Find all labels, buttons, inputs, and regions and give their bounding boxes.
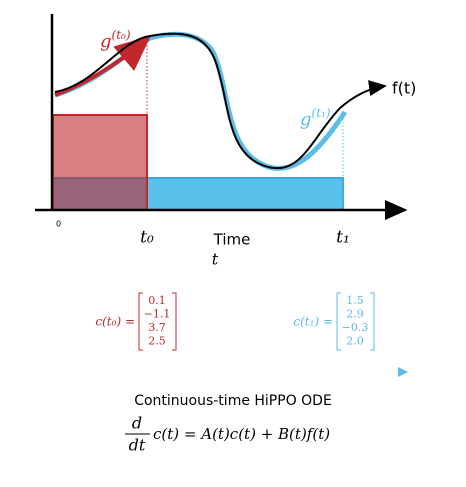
eq-denominator: dt [129, 436, 146, 455]
coeff-value: 3.7 [148, 321, 166, 334]
t1-label: t₁ [336, 228, 350, 248]
origin-label: 0 [56, 220, 61, 229]
coeff-value: 2.0 [346, 335, 364, 348]
equation: d dt c(t) = A(t)c(t) + B(t)f(t) [125, 414, 330, 455]
x-label: Time [213, 231, 251, 249]
x-symbol: t [212, 250, 219, 269]
t0-label: t₀ [140, 228, 154, 248]
coeff-t1: c(t₁) = [293, 292, 375, 351]
eq-rest: c(t) = A(t)c(t) + B(t)f(t) [153, 425, 330, 443]
coeff-value: 2.5 [148, 335, 166, 348]
bracket [336, 292, 375, 351]
g-t1-label: g(t₁) [300, 106, 331, 131]
coeff-label: c(t₀) = [95, 315, 135, 329]
bracket [138, 292, 177, 351]
coeff-value: −1.1 [144, 308, 171, 321]
coeff-value: 1.5 [346, 294, 364, 307]
approx-curve-red [54, 35, 152, 97]
coeff-value: 0.1 [148, 294, 166, 307]
g-t0-label: g(t₀) [100, 28, 131, 53]
coeff-value: −0.3 [342, 321, 369, 334]
arrow-head [398, 367, 408, 377]
coeff-value: 2.9 [346, 308, 364, 321]
eq-numerator: d [132, 414, 142, 433]
signal-curve [54, 32, 387, 170]
coeff-t0: c(t₀) = [95, 292, 177, 351]
red-box [52, 114, 148, 211]
f-label: f(t) [392, 79, 416, 98]
caption: Continuous-time HiPPO ODE [134, 393, 332, 409]
coeff-label: c(t₁) = [293, 315, 333, 329]
